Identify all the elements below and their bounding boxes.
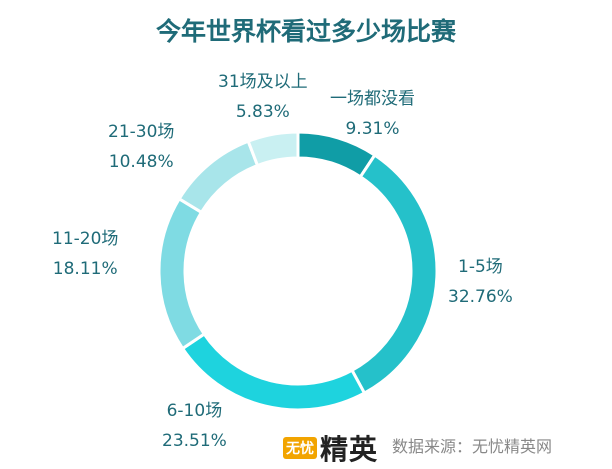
chart-title: 今年世界杯看过多少场比赛 — [155, 17, 456, 46]
brand-logo: 无忧 精英 — [283, 428, 378, 468]
donut-slice-1 — [349, 153, 439, 396]
data-source: 数据来源：无忧精英网 — [392, 437, 553, 456]
slice-label-0: 一场都没看 9.31% — [330, 84, 415, 144]
category-label: 11-20场 — [52, 229, 119, 249]
donut-slice-4 — [177, 139, 260, 215]
donut-slice-5 — [246, 130, 300, 168]
slice-label-4: 21-30场 10.48% — [108, 117, 174, 177]
logo-text: 精英 — [320, 433, 379, 466]
slice-label-5: 31场及以上 5.83% — [218, 67, 308, 127]
category-label: 31场及以上 — [218, 72, 308, 92]
slice-label-3: 11-20场 18.11% — [52, 224, 118, 284]
category-label: 一场都没看 — [330, 89, 415, 109]
value-label: 10.48% — [108, 152, 174, 172]
value-label: 18.11% — [52, 259, 118, 279]
category-label: 21-30场 — [108, 122, 175, 142]
category-label: 6-10场 — [166, 401, 223, 421]
slice-label-2: 6-10场 23.51% — [162, 396, 227, 456]
value-label: 32.76% — [448, 287, 513, 307]
value-label: 5.83% — [235, 102, 290, 122]
value-label: 9.31% — [345, 119, 400, 139]
category-label: 1-5场 — [458, 257, 503, 277]
value-label: 23.51% — [162, 431, 227, 451]
donut-slice-3 — [157, 196, 207, 351]
slice-label-1: 1-5场 32.76% — [448, 252, 513, 312]
logo-badge: 无忧 — [283, 437, 317, 459]
